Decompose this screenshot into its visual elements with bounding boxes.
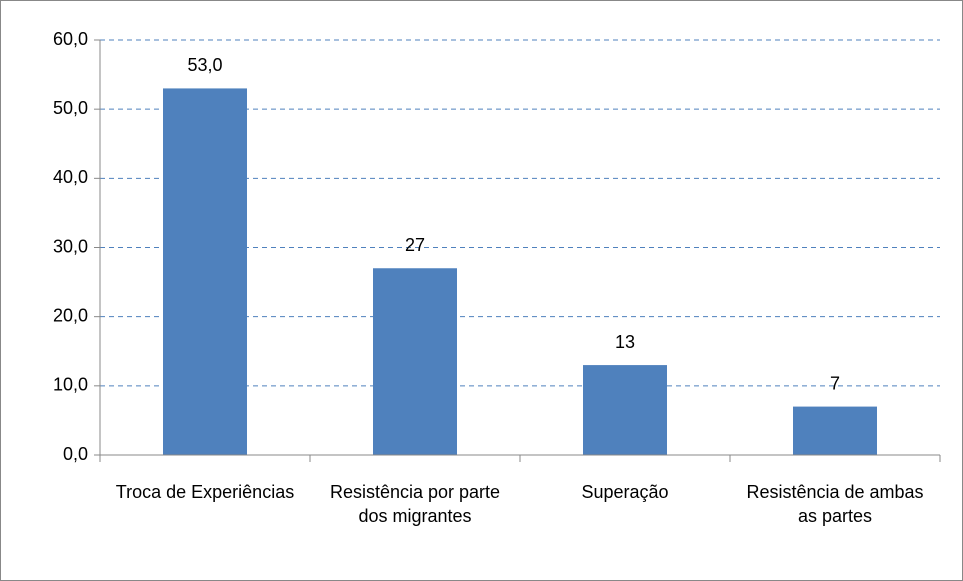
value-label: 27 [405,235,425,255]
bar [793,406,877,455]
x-tick-label: Troca de Experiências [115,482,295,502]
x-tick-label: Superação [581,482,669,502]
value-label: 7 [830,373,840,393]
bar [583,365,667,455]
y-tick-label: 0,0 [63,444,88,464]
y-tick-label: 30,0 [53,236,88,256]
value-label: 53,0 [187,55,222,75]
value-label: 13 [615,332,635,352]
y-tick-label: 10,0 [53,375,88,395]
bar [373,268,457,455]
bar [163,88,247,456]
x-tick-label: Resistência por parte dos migrantes [329,482,501,526]
y-tick-label: 40,0 [53,167,88,187]
y-tick-label: 60,0 [53,29,88,49]
y-tick-label: 50,0 [53,98,88,118]
y-tick-label: 20,0 [53,305,88,325]
x-tick-label: Resistência de ambas as partes [746,482,924,526]
